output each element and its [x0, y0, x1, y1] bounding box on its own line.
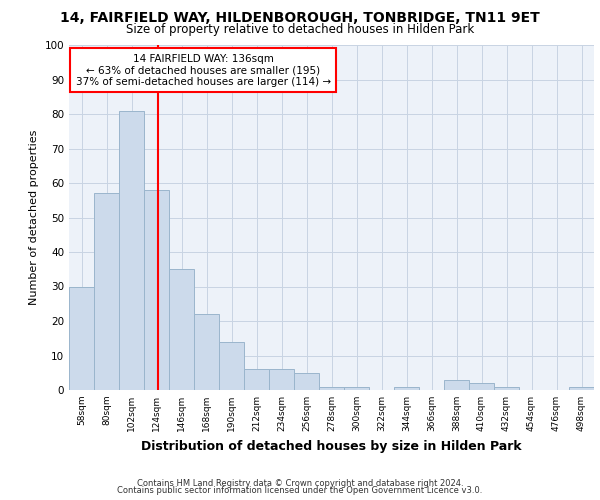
Bar: [494, 386, 519, 390]
Bar: [294, 373, 319, 390]
Bar: [169, 269, 194, 390]
Bar: [194, 314, 219, 390]
Text: Contains public sector information licensed under the Open Government Licence v3: Contains public sector information licen…: [118, 486, 482, 495]
Bar: [119, 110, 144, 390]
Text: Size of property relative to detached houses in Hilden Park: Size of property relative to detached ho…: [126, 24, 474, 36]
Bar: [319, 386, 344, 390]
Text: 14 FAIRFIELD WAY: 136sqm
← 63% of detached houses are smaller (195)
37% of semi-: 14 FAIRFIELD WAY: 136sqm ← 63% of detach…: [76, 54, 331, 87]
Bar: [394, 386, 419, 390]
Bar: [569, 386, 594, 390]
Bar: [144, 190, 169, 390]
Text: Contains HM Land Registry data © Crown copyright and database right 2024.: Contains HM Land Registry data © Crown c…: [137, 478, 463, 488]
Text: 14, FAIRFIELD WAY, HILDENBOROUGH, TONBRIDGE, TN11 9ET: 14, FAIRFIELD WAY, HILDENBOROUGH, TONBRI…: [60, 11, 540, 25]
Bar: [244, 370, 269, 390]
X-axis label: Distribution of detached houses by size in Hilden Park: Distribution of detached houses by size …: [141, 440, 522, 452]
Bar: [219, 342, 244, 390]
Y-axis label: Number of detached properties: Number of detached properties: [29, 130, 39, 305]
Bar: [469, 383, 494, 390]
Bar: [94, 194, 119, 390]
Bar: [269, 370, 294, 390]
Bar: [344, 386, 369, 390]
Bar: [444, 380, 469, 390]
Bar: [69, 286, 94, 390]
